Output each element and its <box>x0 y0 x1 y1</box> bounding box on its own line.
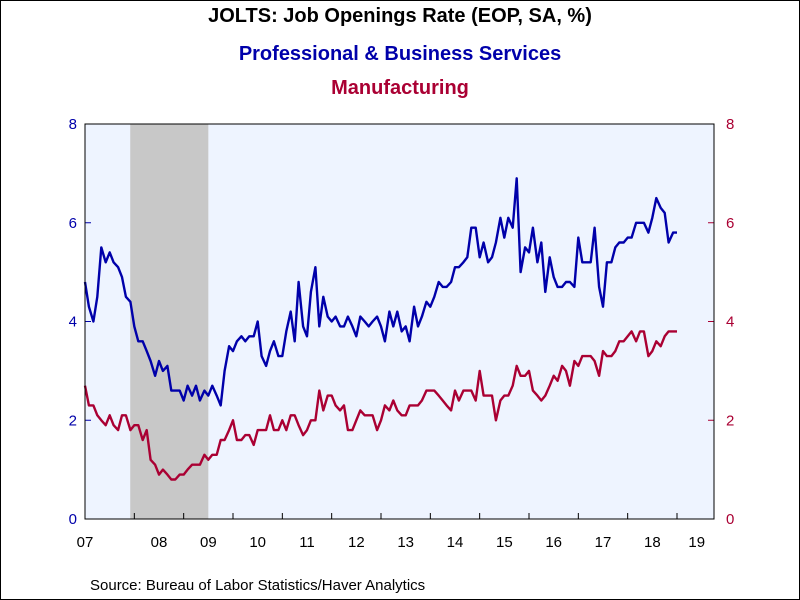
x-tick-label: 08 <box>151 534 168 551</box>
series-title-manufacturing: Manufacturing <box>331 77 469 99</box>
right-y-tick-label: 2 <box>726 412 734 429</box>
x-tick-label: 19 <box>688 534 705 551</box>
x-tick-label: 13 <box>397 534 414 551</box>
x-tick-label: 18 <box>644 534 661 551</box>
series-line-manufacturing <box>83 330 677 481</box>
x-tick-label: 16 <box>545 534 562 551</box>
series-title-professional-business-services: Professional & Business Services <box>238 43 562 65</box>
right-y-tick-label: 0 <box>726 511 734 528</box>
series-lines <box>83 177 677 481</box>
recession-shading <box>130 124 209 519</box>
x-tick-label: 07 <box>77 534 94 551</box>
x-tick-label: 10 <box>249 534 266 551</box>
x-tick-label: 11 <box>299 534 315 551</box>
x-tick-label: 15 <box>496 534 513 551</box>
plot-border <box>84 123 715 520</box>
series-line-professional-business-services <box>83 177 677 407</box>
left-y-tick-label: 2 <box>69 412 77 429</box>
right-y-tick-label: 4 <box>726 314 734 331</box>
chart-title: JOLTS: Job Openings Rate (EOP, SA, %) <box>208 5 592 27</box>
source-note: Source: Bureau of Labor Statistics/Haver… <box>90 577 426 594</box>
x-tick-label: 14 <box>447 534 464 551</box>
left-y-tick-label: 8 <box>69 116 77 133</box>
right-y-tick-label: 6 <box>726 215 734 232</box>
left-y-tick-label: 6 <box>69 215 77 232</box>
left-y-axis: 0 2 4 6 8 <box>69 116 91 528</box>
left-y-tick-label: 4 <box>69 314 77 331</box>
x-tick-label: 17 <box>595 534 612 551</box>
x-tick-label: 09 <box>200 534 217 551</box>
left-y-tick-label: 0 <box>69 511 77 528</box>
x-tick-label: 12 <box>348 534 365 551</box>
right-y-tick-label: 8 <box>726 116 734 133</box>
